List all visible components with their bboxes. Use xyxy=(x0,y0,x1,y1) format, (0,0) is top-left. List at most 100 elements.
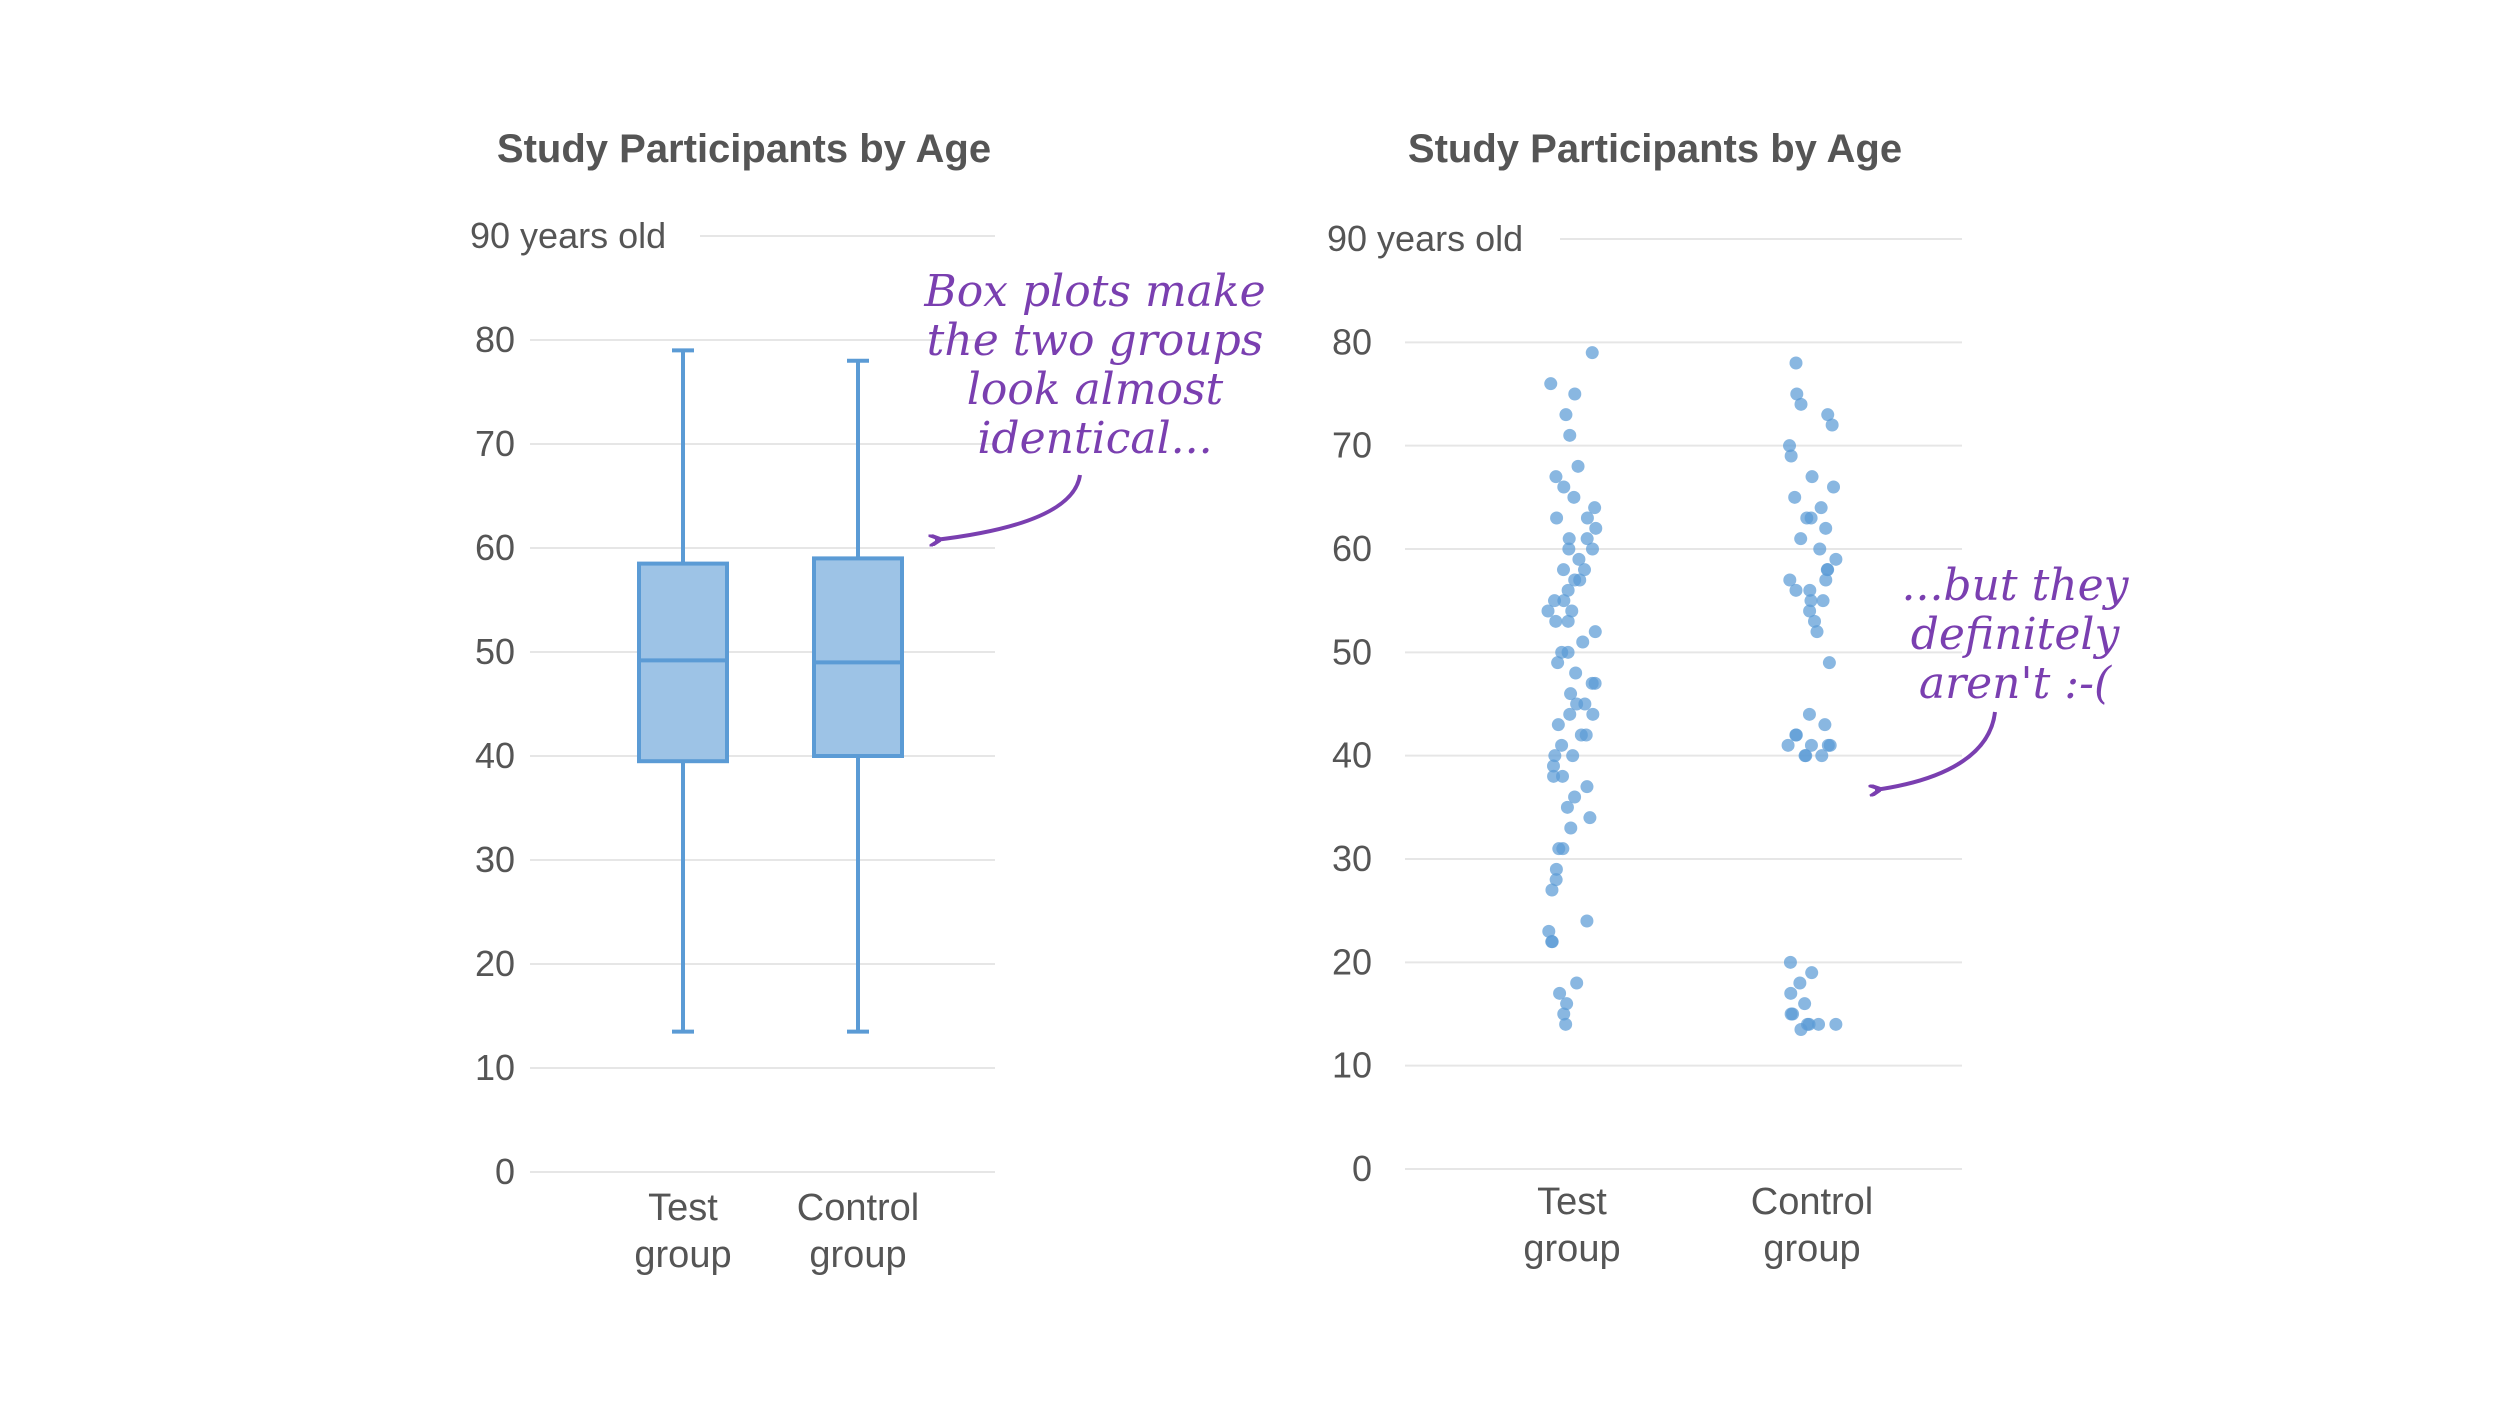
y-tick-label: 10 xyxy=(475,1047,515,1088)
data-point xyxy=(1564,821,1578,835)
box-plot-y-tick-labels: 90 years old 80 70 60 50 40 30 20 10 0 xyxy=(470,215,666,1192)
annotation-line-1: ...but they xyxy=(1901,560,2129,611)
data-point xyxy=(1579,728,1593,742)
data-point xyxy=(1790,387,1804,401)
data-point xyxy=(1550,511,1564,525)
data-point xyxy=(1794,1023,1808,1036)
data-point xyxy=(1588,501,1602,515)
data-point xyxy=(1545,883,1559,897)
data-point xyxy=(1548,594,1562,608)
data-point xyxy=(1545,935,1559,949)
annotation-line-3: look almost xyxy=(967,364,1224,415)
data-point xyxy=(1557,1007,1571,1021)
y-tick-label: 80 xyxy=(475,319,515,360)
data-point xyxy=(1819,573,1833,587)
data-point xyxy=(1577,563,1591,577)
data-point xyxy=(1576,635,1590,649)
data-point xyxy=(1783,955,1797,969)
annotation-line-4: identical... xyxy=(977,413,1212,464)
data-point xyxy=(1815,749,1829,763)
box-plot-title: Study Participants by Age xyxy=(497,127,991,171)
data-point xyxy=(1573,573,1587,587)
data-point xyxy=(1789,356,1803,370)
data-point xyxy=(1804,738,1818,752)
data-point xyxy=(1571,459,1585,473)
strip-plot-annotation: ...but they definitely aren't :-( xyxy=(1875,560,2130,790)
data-point xyxy=(1566,749,1580,763)
data-point xyxy=(1541,604,1555,618)
data-point xyxy=(1585,676,1599,690)
data-point xyxy=(1804,594,1818,608)
y-tick-label: 0 xyxy=(1352,1148,1372,1189)
data-point xyxy=(1588,625,1602,639)
data-point xyxy=(1784,449,1798,463)
data-point xyxy=(1589,521,1603,535)
data-point xyxy=(1784,986,1798,1000)
category-label: group xyxy=(809,1234,906,1276)
box-plot-chart: Study Participants by Age 90 years old 80… xyxy=(470,127,1266,1276)
data-point xyxy=(1553,986,1567,1000)
data-point xyxy=(1788,490,1802,504)
annotation-line-3: aren't :-( xyxy=(1919,658,2112,709)
data-point xyxy=(1568,387,1582,401)
data-point xyxy=(1544,377,1558,391)
data-point xyxy=(1562,542,1576,556)
category-label: group xyxy=(1523,1228,1620,1270)
data-point xyxy=(1794,532,1808,546)
data-point xyxy=(1563,428,1577,442)
data-point xyxy=(1572,552,1586,566)
data-point xyxy=(1783,439,1797,453)
data-point xyxy=(1799,749,1813,763)
data-point xyxy=(1789,583,1803,597)
annotation-arrow xyxy=(935,474,1082,540)
data-point xyxy=(1798,997,1812,1011)
iqr-box xyxy=(812,556,904,759)
data-point xyxy=(1551,718,1565,732)
category-label: Test xyxy=(648,1187,718,1229)
data-point xyxy=(1542,924,1556,938)
strip-plot-title: Study Participants by Age xyxy=(1408,127,1902,171)
data-point xyxy=(1568,790,1582,804)
data-point xyxy=(1585,542,1599,556)
y-tick-label: 0 xyxy=(495,1151,515,1192)
data-point xyxy=(1586,707,1600,721)
data-point xyxy=(1583,811,1597,825)
data-point xyxy=(1803,604,1817,618)
data-point xyxy=(1585,346,1599,360)
y-tick-label: 10 xyxy=(1332,1045,1372,1086)
data-point xyxy=(1549,862,1563,876)
data-point xyxy=(1559,408,1573,422)
data-point xyxy=(1549,470,1563,484)
data-point xyxy=(1547,769,1561,783)
data-point xyxy=(1803,583,1817,597)
strip-plot-gridlines xyxy=(1405,238,1962,1170)
data-point xyxy=(1551,656,1565,670)
category-label: Control xyxy=(1751,1181,1874,1223)
y-tick-label: 20 xyxy=(475,943,515,984)
y-tick-label: 20 xyxy=(1332,941,1372,982)
data-point xyxy=(1561,645,1575,659)
strip-plot-points xyxy=(1541,346,1843,1036)
iqr-box xyxy=(637,561,729,764)
data-point xyxy=(1567,490,1581,504)
y-tick-label: 90 years old xyxy=(1327,218,1523,259)
data-point xyxy=(1557,480,1571,494)
data-point xyxy=(1556,842,1570,856)
y-tick-label: 70 xyxy=(475,423,515,464)
data-point xyxy=(1557,594,1571,608)
y-tick-label: 70 xyxy=(1332,425,1372,466)
data-point xyxy=(1812,1017,1826,1031)
box-plot-annotation: Box plots make the two groups look almos… xyxy=(923,266,1266,540)
box-plot-category-labels: Test group Control group xyxy=(634,1187,919,1276)
strip-plot-y-tick-labels: 90 years old 80 70 60 50 40 30 20 10 0 xyxy=(1327,218,1523,1189)
data-point xyxy=(1820,563,1834,577)
data-point xyxy=(1808,614,1822,628)
box-plot-boxes xyxy=(637,348,904,1034)
data-point xyxy=(1822,656,1836,670)
data-point xyxy=(1560,800,1574,814)
data-point xyxy=(1580,511,1594,525)
data-point xyxy=(1827,480,1841,494)
data-point xyxy=(1549,614,1563,628)
data-point xyxy=(1821,408,1835,422)
